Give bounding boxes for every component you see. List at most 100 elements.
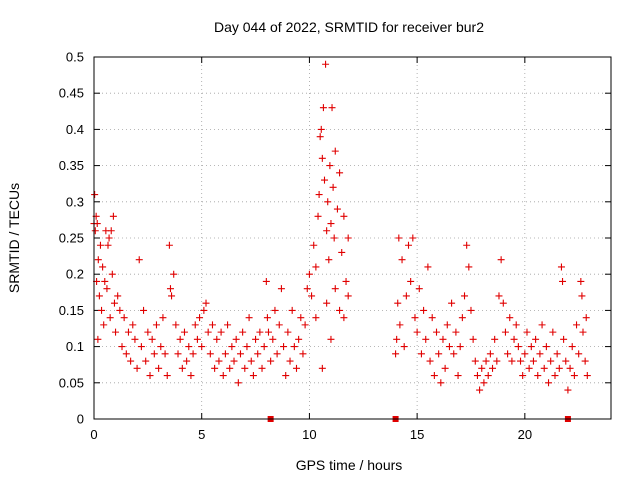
data-point xyxy=(547,357,555,365)
data-point xyxy=(183,357,191,365)
data-point xyxy=(424,263,432,271)
data-point xyxy=(465,263,473,271)
data-point xyxy=(435,350,443,358)
data-point xyxy=(393,335,401,343)
grid-layer xyxy=(94,57,611,419)
data-point xyxy=(402,292,410,300)
data-point xyxy=(437,379,445,387)
data-point xyxy=(452,328,460,336)
data-point xyxy=(398,256,406,264)
data-point xyxy=(129,321,137,329)
data-point xyxy=(557,263,565,271)
data-point xyxy=(323,227,331,235)
chart-title: Day 044 of 2022, SRMTID for receiver bur… xyxy=(214,19,484,35)
data-point xyxy=(532,335,540,343)
data-point xyxy=(116,306,124,314)
data-point xyxy=(127,357,135,365)
x-tick-label: 10 xyxy=(302,427,316,442)
data-point xyxy=(106,314,114,322)
data-point xyxy=(551,372,559,380)
data-point xyxy=(204,328,212,336)
data-point xyxy=(98,306,106,314)
data-point xyxy=(114,292,122,300)
data-point xyxy=(486,350,494,358)
data-point xyxy=(310,241,318,249)
x-axis-title: GPS time / hours xyxy=(296,457,403,473)
data-point xyxy=(441,364,449,372)
data-point xyxy=(469,335,477,343)
data-point xyxy=(562,357,570,365)
y-tick-label: 0.45 xyxy=(59,86,84,101)
data-point xyxy=(467,306,475,314)
data-point xyxy=(525,364,533,372)
data-point xyxy=(168,292,176,300)
data-point xyxy=(454,372,462,380)
data-point xyxy=(221,350,229,358)
data-point xyxy=(331,285,339,293)
data-point xyxy=(439,335,447,343)
data-point xyxy=(331,147,339,155)
data-point xyxy=(463,241,471,249)
data-point xyxy=(450,350,458,358)
data-point xyxy=(428,314,436,322)
data-point xyxy=(282,372,290,380)
data-point xyxy=(256,328,264,336)
data-point xyxy=(252,335,260,343)
data-point xyxy=(413,328,421,336)
data-point xyxy=(338,248,346,256)
data-point xyxy=(445,343,453,351)
data-point xyxy=(234,379,242,387)
data-point xyxy=(94,335,102,343)
data-point xyxy=(456,343,464,351)
data-point xyxy=(495,292,503,300)
data-point xyxy=(333,205,341,213)
data-point xyxy=(312,314,320,322)
data-point xyxy=(480,379,488,387)
data-point xyxy=(489,364,497,372)
data-point xyxy=(211,364,219,372)
data-point xyxy=(316,133,324,141)
data-point xyxy=(112,328,120,336)
data-point xyxy=(318,364,326,372)
data-point xyxy=(217,328,225,336)
data-point xyxy=(340,314,348,322)
data-point xyxy=(407,277,415,285)
data-point xyxy=(458,314,466,322)
data-point xyxy=(144,328,152,336)
x-tick-label: 0 xyxy=(90,427,97,442)
data-point xyxy=(249,372,257,380)
data-point xyxy=(146,372,154,380)
data-points xyxy=(90,60,591,422)
data-point xyxy=(336,306,344,314)
data-point xyxy=(163,372,171,380)
data-point xyxy=(91,227,99,235)
data-point xyxy=(560,335,568,343)
y-tick-label: 0.15 xyxy=(59,303,84,318)
data-point xyxy=(170,270,178,278)
data-point xyxy=(542,343,550,351)
data-point xyxy=(415,285,423,293)
data-point xyxy=(553,350,561,358)
data-point xyxy=(405,241,413,249)
x-tick-label: 20 xyxy=(518,427,532,442)
data-point xyxy=(105,234,113,242)
data-point xyxy=(340,212,348,220)
data-point xyxy=(315,191,323,199)
data-point xyxy=(243,343,251,351)
data-point xyxy=(107,227,115,235)
data-point xyxy=(327,335,335,343)
data-point xyxy=(100,321,108,329)
data-point xyxy=(529,357,537,365)
data-point xyxy=(329,183,337,191)
data-point xyxy=(208,321,216,329)
data-point xyxy=(96,241,104,249)
data-point xyxy=(202,299,210,307)
data-point xyxy=(519,372,527,380)
data-point xyxy=(327,220,335,228)
y-tick-label: 0.2 xyxy=(66,267,84,282)
data-point xyxy=(536,350,544,358)
data-point xyxy=(409,234,417,242)
data-point xyxy=(320,176,328,184)
data-point xyxy=(299,350,307,358)
data-point xyxy=(198,343,206,351)
